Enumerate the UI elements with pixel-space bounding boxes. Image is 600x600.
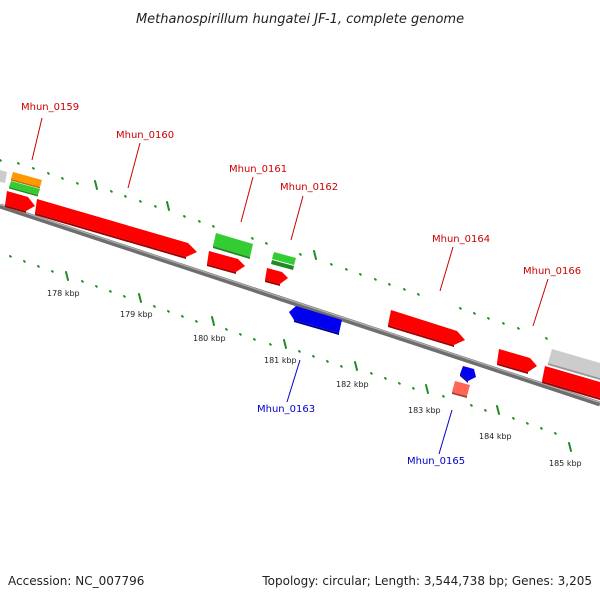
scale-label-185-kbp: 185 kbp xyxy=(549,459,582,468)
feature-mhun-0162-feature[interactable] xyxy=(271,252,296,270)
genome-backbone xyxy=(0,203,600,407)
scale-label-183-kbp: 183 kbp xyxy=(408,406,441,415)
feature-mhun-0162-gene[interactable] xyxy=(265,268,288,286)
scale-label-178-kbp: 178 kbp xyxy=(47,289,80,298)
upper-tick-track xyxy=(0,159,548,340)
gene-label-mhun-0159: Mhun_0159 xyxy=(21,102,79,113)
gene-label-mhun-0160: Mhun_0160 xyxy=(116,130,174,141)
lower-tick-track xyxy=(9,255,572,452)
scale-label-180-kbp: 180 kbp xyxy=(193,334,226,343)
feature-red-right[interactable] xyxy=(542,366,600,400)
genome-summary-text: Topology: circular; Length: 3,544,738 bp… xyxy=(262,574,592,588)
gene-label-mhun-0163: Mhun_0163 xyxy=(257,404,315,415)
gene-label-mhun-0165: Mhun_0165 xyxy=(407,456,465,467)
gene-label-mhun-0161: Mhun_0161 xyxy=(229,164,287,175)
scale-label-181-kbp: 181 kbp xyxy=(264,356,297,365)
feature-mhun-0161-feature[interactable] xyxy=(213,233,253,259)
feature-mhun-0159-gene[interactable] xyxy=(5,191,35,213)
feature-mhun-0166-gene[interactable] xyxy=(497,349,537,374)
feature-grey-right[interactable] xyxy=(548,349,600,380)
feature-mhun-0160-gene[interactable] xyxy=(35,199,197,259)
feature-mhun-0163-gene[interactable] xyxy=(289,306,342,335)
gene-label-mhun-0164: Mhun_0164 xyxy=(432,234,490,245)
scale-label-184-kbp: 184 kbp xyxy=(479,432,512,441)
feature-mhun-0164-gene[interactable] xyxy=(388,310,465,347)
scale-label-179-kbp: 179 kbp xyxy=(120,310,153,319)
feature-mhun-0165-feature[interactable] xyxy=(452,381,470,398)
feature-mhun-0161-gene[interactable] xyxy=(207,251,245,274)
scale-label-182-kbp: 182 kbp xyxy=(336,380,369,389)
accession-text: Accession: NC_007796 xyxy=(8,574,145,588)
feature-mhun-0159-green[interactable] xyxy=(9,181,40,197)
feature-mhun-0165-gene[interactable] xyxy=(460,366,476,383)
feature-grey-left[interactable] xyxy=(0,170,7,183)
gene-label-mhun-0162: Mhun_0162 xyxy=(280,182,338,193)
feature-mhun-0159-orange[interactable] xyxy=(11,172,42,189)
label-leaders xyxy=(31,117,549,455)
gene-label-mhun-0166: Mhun_0166 xyxy=(523,266,581,277)
map-title: Methanospirillum hungatei JF-1, complete… xyxy=(136,12,464,27)
